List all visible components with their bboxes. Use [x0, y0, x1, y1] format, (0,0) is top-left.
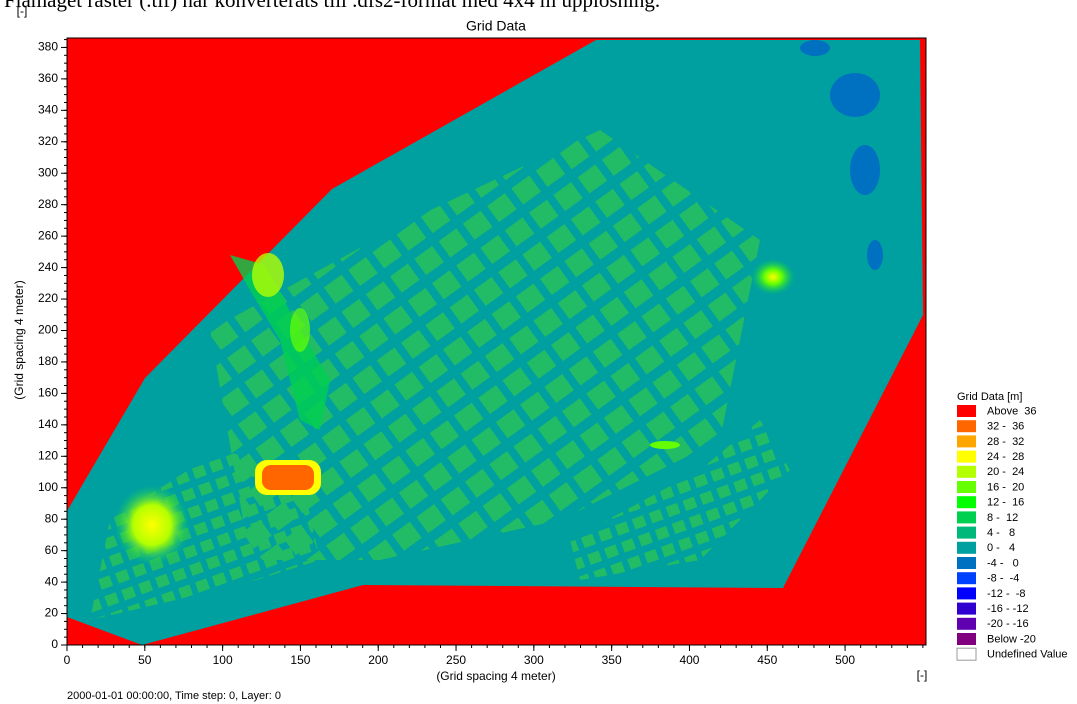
y-tick-label: 120 — [38, 448, 58, 462]
legend-swatch — [957, 542, 976, 554]
x-tick-label: 0 — [64, 653, 71, 667]
page: Flamaget raster (.tif) har konverterats … — [0, 0, 1077, 704]
legend-label: 28 - 32 — [987, 436, 1024, 448]
x-tick-label: 100 — [213, 653, 233, 667]
y-tick-label: 20 — [45, 606, 59, 620]
x-tick-label: 350 — [602, 653, 622, 667]
y-unit: [-] — [17, 4, 28, 18]
x-tick-label: 400 — [679, 653, 699, 667]
y-tick-label: 360 — [38, 71, 58, 85]
y-tick-label: 40 — [45, 574, 59, 588]
legend-swatch — [957, 527, 976, 539]
y-tick-label: 340 — [38, 103, 58, 117]
y-tick-label: 280 — [38, 197, 58, 211]
x-unit: [-] — [917, 668, 928, 682]
legend-label: -12 - -8 — [987, 588, 1026, 600]
legend-label: Below -20 — [987, 633, 1036, 645]
legend-label: 16 - 20 — [987, 481, 1024, 493]
chart-title: Grid Data — [466, 18, 526, 34]
legend-label: 20 - 24 — [987, 466, 1024, 478]
caption: Flamaget raster (.tif) har konverterats … — [4, 0, 660, 12]
x-tick-label: 250 — [446, 653, 466, 667]
legend-swatch — [957, 511, 976, 523]
x-tick-label: 200 — [368, 653, 388, 667]
legend-swatch — [957, 587, 976, 599]
y-tick-label: 380 — [38, 40, 58, 54]
legend-label: 32 - 36 — [987, 421, 1024, 433]
y-tick-label: 240 — [38, 260, 58, 274]
legend-label: Undefined Value — [987, 649, 1068, 661]
legend-swatch — [957, 648, 976, 660]
legend-label: -16 - -12 — [987, 603, 1029, 615]
legend-swatch — [957, 633, 976, 645]
footer: 2000-01-01 00:00:00, Time step: 0, Layer… — [67, 690, 281, 702]
legend-label: 8 - 12 — [987, 512, 1018, 524]
legend-swatch — [957, 572, 976, 584]
legend-swatch — [957, 496, 976, 508]
legend-label: -4 - 0 — [987, 557, 1019, 569]
legend-swatch — [957, 466, 976, 478]
legend-label: -8 - -4 — [987, 573, 1019, 585]
y-tick-label: 320 — [38, 134, 58, 148]
legend-swatch — [957, 405, 976, 417]
legend-label: 0 - 4 — [987, 542, 1015, 554]
legend-swatch — [957, 557, 976, 569]
x-axis-label: (Grid spacing 4 meter) — [436, 669, 555, 683]
y-tick-label: 300 — [38, 165, 58, 179]
y-tick-label: 100 — [38, 480, 58, 494]
y-tick-label: 260 — [38, 228, 58, 242]
raster — [67, 38, 926, 645]
y-tick-label: 0 — [51, 637, 58, 651]
legend-label: 24 - 28 — [987, 451, 1024, 463]
y-tick-label: 160 — [38, 386, 58, 400]
y-tick-label: 140 — [38, 417, 58, 431]
legend-label: -20 - -16 — [987, 618, 1029, 630]
x-tick-label: 50 — [138, 653, 152, 667]
y-tick-label: 200 — [38, 323, 58, 337]
legend-label: 4 - 8 — [987, 527, 1015, 539]
y-tick-label: 180 — [38, 354, 58, 368]
legend-swatch — [957, 451, 976, 463]
y-tick-label: 80 — [45, 511, 59, 525]
legend-label: 12 - 16 — [987, 497, 1024, 509]
legend-swatch — [957, 420, 976, 432]
y-tick-label: 60 — [45, 543, 59, 557]
x-tick-label: 300 — [524, 653, 544, 667]
x-tick-label: 500 — [835, 653, 855, 667]
x-tick-label: 450 — [757, 653, 777, 667]
legend-label: Above 36 — [987, 405, 1037, 417]
chart: Flamaget raster (.tif) har konverterats … — [0, 0, 1077, 704]
x-tick-label: 150 — [290, 653, 310, 667]
legend-swatch — [957, 618, 976, 630]
legend-swatch — [957, 603, 976, 615]
legend-swatch — [957, 481, 976, 493]
y-axis-label: (Grid spacing 4 meter) — [12, 280, 26, 399]
legend-title: Grid Data [m] — [957, 391, 1022, 403]
y-tick-label: 220 — [38, 291, 58, 305]
legend-swatch — [957, 435, 976, 447]
